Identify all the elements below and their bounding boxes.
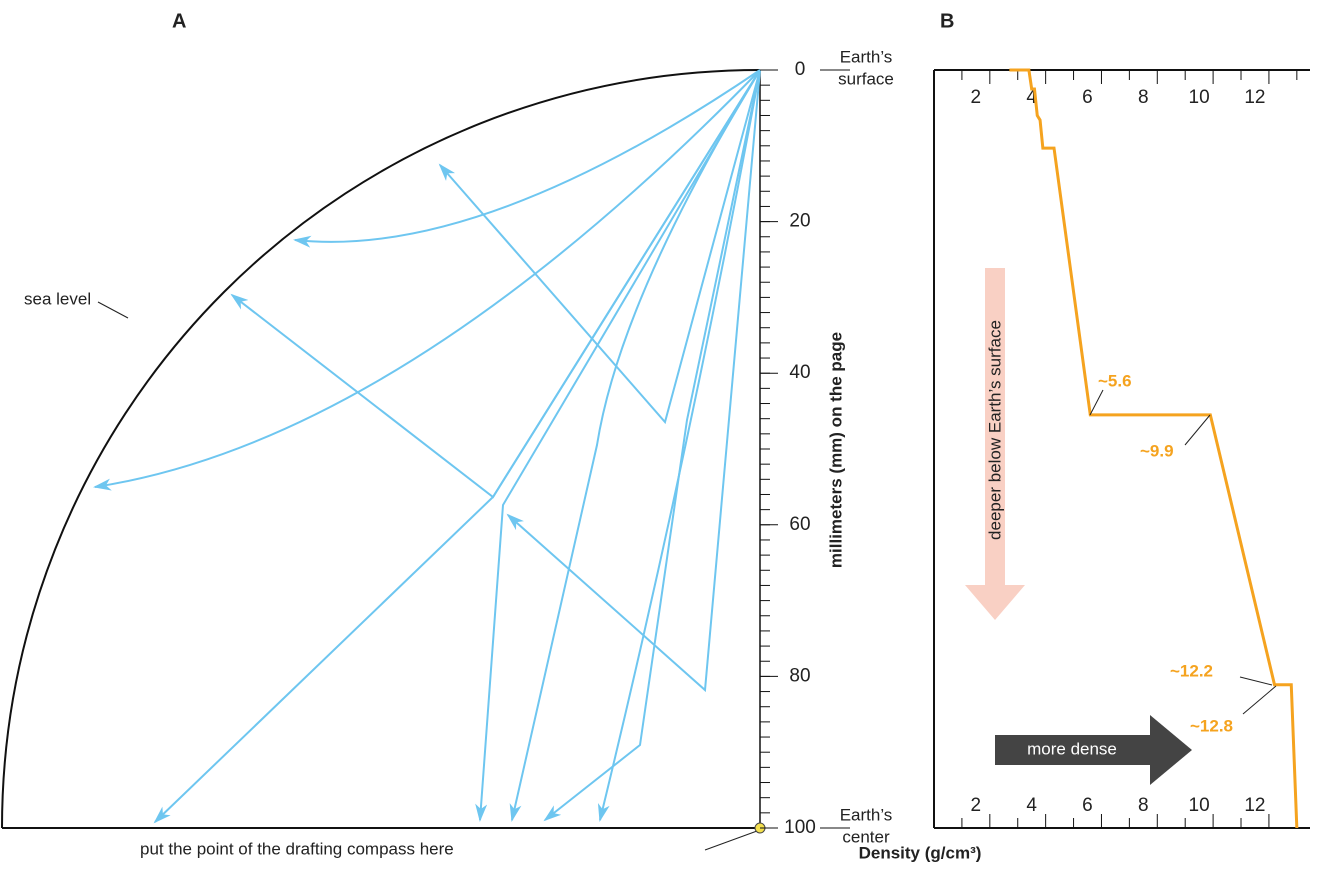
y-tick-label: 80 (789, 665, 810, 686)
leader (1242, 685, 1277, 715)
ray (506, 69, 761, 693)
density-line (1009, 68, 1299, 829)
ray (293, 69, 761, 248)
panel-label: A (172, 10, 186, 32)
y-tick-label: 60 (789, 514, 810, 535)
sea-level-arc (1, 69, 761, 829)
depth-label: Earth’s (840, 805, 893, 824)
x-tick-label: 12 (1244, 87, 1265, 108)
y-tick-label: 40 (789, 362, 810, 383)
arrow-label: more dense (1027, 739, 1117, 758)
annotation: sea level (24, 289, 91, 308)
annotation: put the point of the drafting compass he… (140, 839, 454, 858)
x-tick-label: 6 (1082, 795, 1093, 816)
x-tick-label: 2 (971, 795, 982, 816)
ray (438, 69, 761, 425)
leader (704, 830, 758, 851)
x-tick-label: 8 (1138, 795, 1149, 816)
depth-label: Earth’s (840, 47, 893, 66)
x-tick-label: 4 (1026, 87, 1037, 108)
ray (543, 69, 761, 822)
callout: ~12.2 (1170, 661, 1213, 680)
x-tick-label: 2 (971, 87, 982, 108)
x-tick-label: 8 (1138, 87, 1149, 108)
x-axis-title: Density (g/cm³) (859, 843, 982, 862)
x-tick-label: 6 (1082, 87, 1093, 108)
leader (97, 301, 129, 319)
y-tick-label: 0 (795, 59, 806, 80)
callout: ~9.9 (1140, 441, 1174, 460)
x-tick-label: 10 (1189, 87, 1210, 108)
x-tick-label: 12 (1244, 795, 1265, 816)
leader (1239, 676, 1273, 686)
depth-label: surface (838, 69, 894, 88)
x-tick-label: 4 (1026, 795, 1037, 816)
ray (475, 69, 761, 822)
ray (153, 69, 761, 824)
leader (1184, 414, 1211, 446)
y-tick-label: 100 (784, 817, 816, 838)
y-tick-label: 20 (789, 211, 810, 232)
ray (93, 69, 761, 491)
arrow-label: deeper below Earth’s surface (985, 320, 1004, 540)
ray (509, 69, 761, 822)
leader (1089, 389, 1104, 416)
ray (230, 69, 761, 499)
rays (93, 69, 761, 824)
y-axis-title: millimeters (mm) on the page (826, 332, 845, 568)
ray (597, 69, 761, 822)
arrow (965, 268, 1025, 620)
arrow (995, 715, 1192, 785)
depth-label: center (842, 827, 890, 846)
x-tick-label: 10 (1189, 795, 1210, 816)
callout: ~12.8 (1190, 716, 1233, 735)
panel-label: B (940, 10, 954, 32)
callout: ~5.6 (1098, 371, 1132, 390)
